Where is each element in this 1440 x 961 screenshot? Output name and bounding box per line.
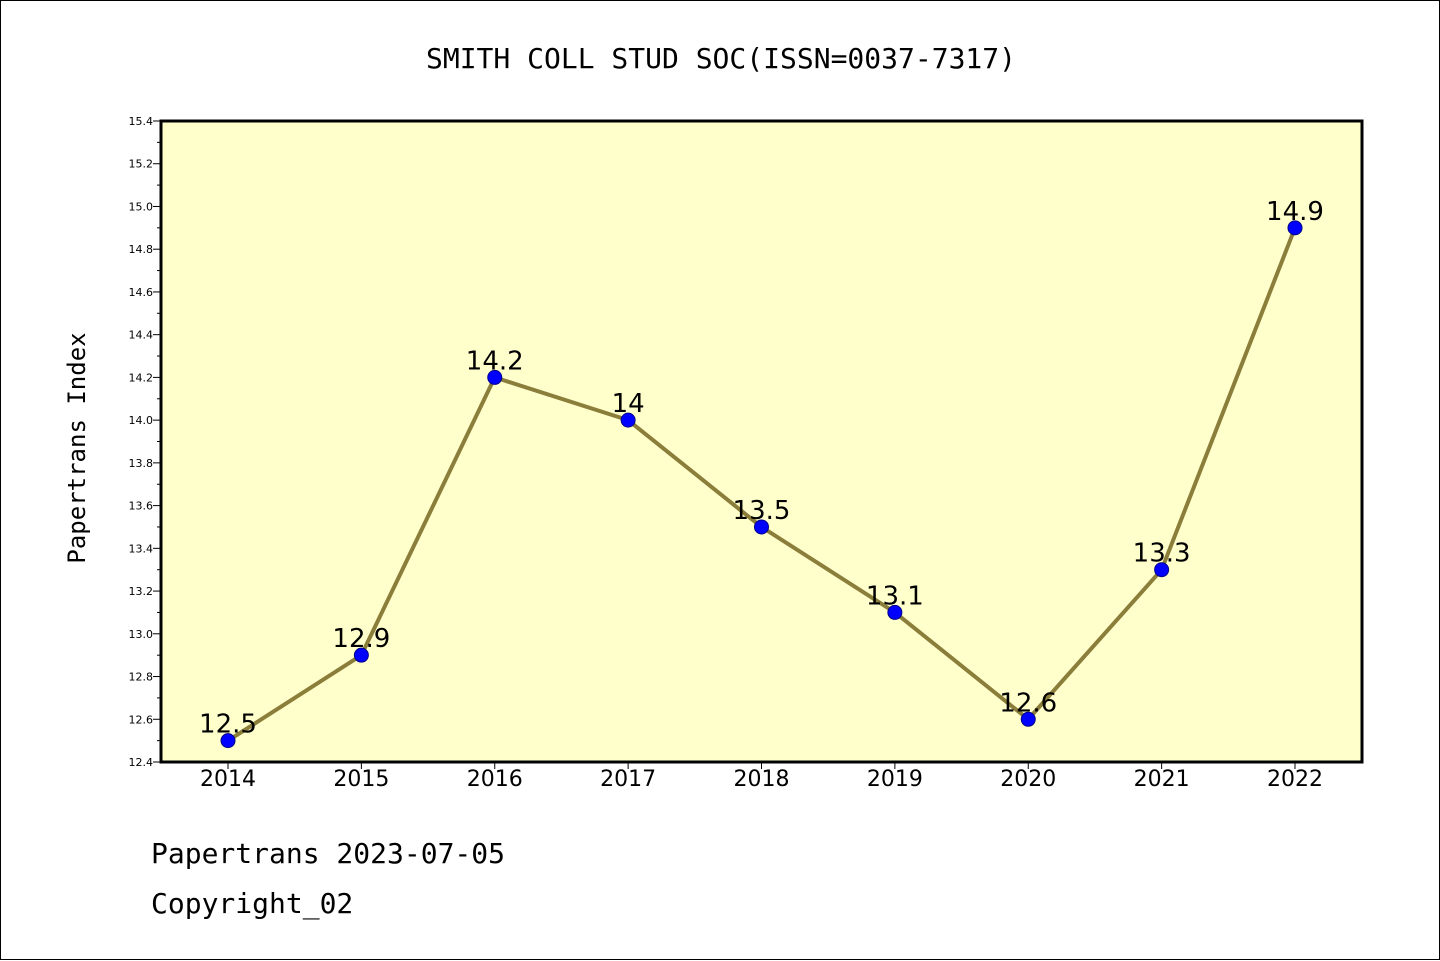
- y-tick-label: 13.0: [129, 628, 154, 641]
- x-tick-label: 2019: [867, 767, 923, 792]
- y-tick-label: 14.6: [129, 286, 154, 299]
- data-labels: 12.5 12.9 14.2 14 13.5 13.1 12.6 13.3 14.9: [199, 197, 1324, 740]
- data-label: 12.9: [332, 624, 390, 654]
- x-tick-label: 2016: [467, 767, 523, 792]
- data-label: 14.2: [466, 346, 524, 376]
- x-tick-label: 2020: [1000, 767, 1056, 792]
- y-tick-label: 14.2: [129, 371, 154, 384]
- y-axis-ticks: 12.4 12.6 12.8 13.0 13.2 13.4 13.6 13.8 14.0 14.2…: [129, 115, 161, 769]
- y-tick-label: 13.4: [129, 542, 154, 555]
- footer-date-text: Papertrans 2023-07-05: [151, 837, 506, 870]
- y-tick-label: 12.6: [129, 713, 154, 726]
- data-label: 13.3: [1133, 539, 1191, 569]
- data-label: 12.6: [999, 688, 1057, 718]
- y-tick-label: 12.8: [129, 671, 154, 684]
- data-point: [220, 733, 236, 749]
- y-tick-label: 15.4: [129, 115, 154, 128]
- data-point: [1020, 711, 1036, 727]
- y-tick-label: 12.4: [129, 756, 154, 769]
- y-tick-label: 13.2: [129, 585, 154, 598]
- y-tick-label: 13.8: [129, 457, 154, 470]
- y-tick-label: 15.2: [129, 158, 154, 171]
- x-tick-label: 2017: [600, 767, 656, 792]
- y-tick-label: 14.4: [129, 329, 154, 342]
- y-axis-label: Papertrans Index: [63, 332, 91, 563]
- data-point: [1287, 220, 1303, 236]
- series: [220, 220, 1303, 749]
- footer-copyright-text: Copyright_02: [151, 887, 354, 920]
- data-label: 14: [612, 389, 645, 419]
- y-tick-label: 14.0: [129, 414, 154, 427]
- x-tick-label: 2022: [1267, 767, 1323, 792]
- data-point: [353, 647, 369, 663]
- data-label: 13.5: [733, 496, 791, 526]
- data-point: [887, 604, 903, 620]
- data-point: [754, 519, 769, 535]
- data-point: [620, 412, 636, 428]
- x-tick-label: 2014: [200, 767, 256, 792]
- chart-title: SMITH COLL STUD SOC(ISSN=0037-7317): [426, 42, 1016, 75]
- x-tick-label: 2021: [1134, 767, 1190, 792]
- data-label: 13.1: [866, 581, 924, 611]
- x-tick-label: 2018: [734, 767, 790, 792]
- x-axis-ticks: 2014 2015 2016 2017 2018 2019 2020 2021 2022: [200, 762, 1323, 792]
- y-tick-label: 13.6: [129, 500, 154, 513]
- x-tick-label: 2015: [333, 767, 389, 792]
- y-tick-label: 15.0: [129, 200, 154, 213]
- data-point: [487, 369, 503, 385]
- data-label: 12.5: [199, 710, 257, 740]
- data-point: [1154, 562, 1170, 578]
- y-tick-label: 14.8: [129, 243, 154, 256]
- data-label: 14.9: [1266, 197, 1324, 227]
